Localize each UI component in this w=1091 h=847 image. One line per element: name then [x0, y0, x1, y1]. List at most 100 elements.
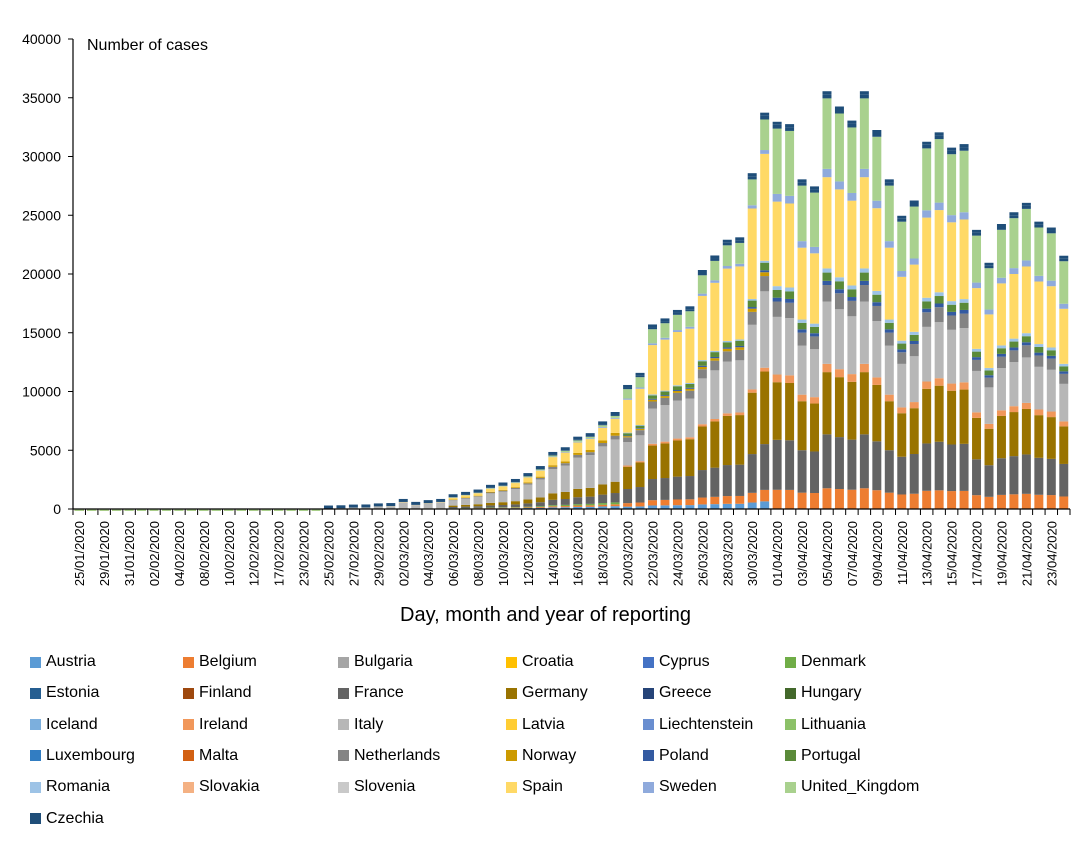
bar-segment-spain	[710, 282, 720, 351]
bar-segment-portugal	[635, 425, 645, 429]
bar-segment-belgium	[510, 507, 520, 509]
bar-segment-romania	[934, 292, 944, 297]
bar-segment-spain	[897, 276, 907, 341]
bar-segment-netherlands	[473, 496, 483, 497]
bar-segment-austria	[660, 505, 670, 509]
bar-segment-ireland	[859, 363, 869, 373]
bar-segment-italy	[648, 408, 657, 444]
bar-segment-ireland	[934, 378, 944, 386]
bar-segment-france	[535, 502, 545, 507]
bar-segment-united_kingdom	[598, 425, 608, 427]
bar-segment-portugal	[797, 322, 807, 330]
bar-segment-czechia	[560, 450, 570, 451]
bar-segment-spain	[1009, 274, 1019, 339]
bar-segment-united_kingdom	[735, 242, 745, 264]
bar-segment-czechia-cap	[361, 504, 371, 508]
legend-item: Luxembourg	[30, 746, 135, 766]
bar-segment-portugal	[872, 294, 882, 303]
legend-swatch	[785, 750, 796, 762]
bar-segment-france	[735, 464, 745, 496]
bar-segment-france	[747, 454, 757, 493]
bar-segment-united_kingdom	[1059, 261, 1069, 304]
bar-segment-united_kingdom	[872, 136, 882, 201]
bar-segment-united_kingdom	[299, 508, 309, 511]
bar-segment-poland	[1034, 352, 1044, 356]
bar-segment-france	[922, 443, 932, 491]
bar-segment-ireland	[797, 394, 807, 402]
bar-segment-romania	[1046, 347, 1056, 351]
bar-segment-belgium	[623, 503, 633, 507]
bar-segment-portugal	[996, 348, 1006, 354]
bar-segment-norway	[486, 491, 495, 493]
bar-segment-portugal	[934, 296, 944, 304]
bar-segment-belgium	[535, 507, 545, 508]
bar-segment-poland	[972, 357, 982, 360]
bar-segment-france	[473, 506, 483, 508]
x-tick-label: 09/04/2020	[870, 521, 885, 586]
bar-segment-belgium	[959, 490, 969, 509]
bar-segment-czechia	[984, 265, 994, 269]
bar-segment-spain	[610, 418, 620, 433]
bar-segment-portugal	[1034, 346, 1044, 353]
bar-segment-denmark	[523, 506, 533, 508]
bar-segment-sweden	[859, 168, 869, 178]
bar-segment-portugal	[810, 326, 820, 334]
bar-segment-united_kingdom	[660, 323, 670, 338]
bar-segment-romania	[635, 424, 645, 426]
bar-segment-sweden	[672, 330, 682, 332]
bar-segment-czechia-cap	[672, 309, 682, 313]
legend-label: Netherlands	[354, 746, 441, 764]
bar-segment-czechia	[610, 415, 620, 416]
bar-segment-czechia	[760, 115, 770, 120]
bar-segment-czechia-cap	[610, 412, 620, 415]
bar-segment-netherlands	[959, 313, 969, 329]
bar-segment-poland	[1046, 355, 1056, 359]
bar-segment-italy	[984, 387, 994, 424]
bar-segment-sweden	[972, 282, 982, 289]
bar-segment-romania	[884, 319, 894, 323]
bar-segment-italy	[735, 360, 745, 413]
bar-segment-czechia	[747, 176, 757, 180]
y-tick-label: 15000	[22, 325, 61, 341]
bar-segment-france	[847, 439, 857, 490]
bar-segment-france	[772, 439, 782, 490]
bar-segment-austria	[672, 505, 682, 509]
legend-swatch	[183, 719, 194, 731]
bar-segment-germany	[747, 392, 757, 455]
x-tick-label: 10/03/2020	[496, 521, 511, 586]
bar-segment-netherlands	[535, 477, 545, 480]
bar-segment-czechia	[685, 309, 695, 312]
bar-segment-czechia	[648, 327, 657, 330]
bar-segment-ireland	[648, 443, 657, 446]
legend-swatch	[643, 750, 654, 762]
bar-segment-czechia	[1034, 224, 1044, 228]
bar-segment-poland	[1009, 347, 1019, 351]
y-tick-label: 35000	[22, 90, 61, 106]
bar-segment-france	[996, 458, 1006, 495]
bar-segment-sweden	[947, 215, 957, 223]
bar-segment-italy	[847, 316, 857, 375]
bar-segment-czechia-cap	[735, 237, 745, 241]
bar-segment-sweden	[1046, 280, 1056, 287]
bar-segment-germany	[934, 385, 944, 442]
bar-segment-netherlands	[486, 492, 495, 494]
bar-segment-norway	[685, 388, 695, 391]
bar-segment-portugal	[859, 272, 869, 281]
bar-segment-spain	[585, 439, 595, 450]
bar-segment-germany	[486, 502, 495, 506]
bar-segment-sweden	[610, 417, 620, 419]
bar-segment-germany	[872, 384, 882, 442]
bar-segment-italy	[884, 345, 894, 395]
bar-segment-portugal	[959, 302, 969, 310]
bar-segment-romania	[660, 390, 670, 392]
bar-segment-netherlands	[1021, 345, 1031, 358]
x-tick-label: 08/03/2020	[471, 521, 486, 586]
bar-segment-belgium	[922, 490, 932, 509]
legend-label: Liechtenstein	[659, 715, 754, 733]
legend-item: Slovakia	[183, 777, 259, 797]
bar-segment-belgium	[847, 489, 857, 509]
bar-segment-czechia-cap	[423, 500, 433, 504]
bar-segment-poland	[909, 340, 919, 345]
x-tick-label: 30/03/2020	[745, 521, 760, 586]
x-tick-label: 07/04/2020	[845, 521, 860, 586]
